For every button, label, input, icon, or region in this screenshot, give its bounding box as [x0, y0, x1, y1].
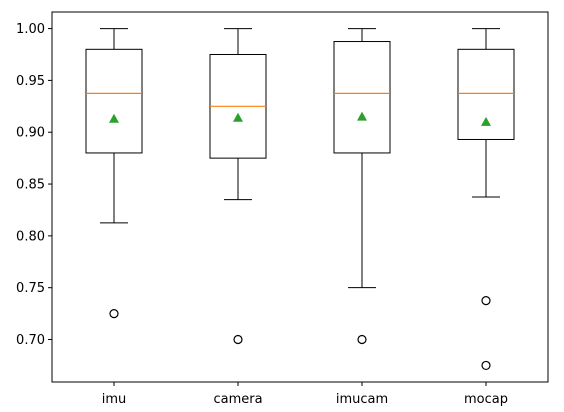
mean-marker [109, 113, 119, 123]
x-axis: imu camera imucam mocap [102, 382, 508, 407]
outlier-point [357, 334, 367, 345]
outlier-point [109, 308, 119, 319]
x-tick-label: imu [102, 392, 127, 407]
mean-marker [233, 112, 243, 122]
y-tick-label: 1.00 [16, 22, 45, 37]
mean-marker [481, 116, 491, 126]
box-iqr [333, 41, 391, 154]
plot-marks [85, 28, 515, 371]
box-group-imucam [333, 28, 391, 345]
y-tick-label: 0.95 [16, 74, 45, 89]
y-tick-label: 0.70 [16, 333, 45, 348]
box-group-mocap [457, 28, 515, 371]
axes-frame [51, 11, 549, 383]
outlier-point [481, 296, 491, 306]
box-group-imu [85, 28, 143, 319]
y-tick-label: 0.90 [16, 126, 45, 141]
x-tick-label: mocap [464, 392, 508, 407]
y-tick-label: 0.85 [16, 178, 45, 193]
box-group-camera [209, 28, 267, 345]
y-tick-label: 0.80 [16, 229, 45, 244]
outlier-point [481, 360, 491, 371]
y-tick-label: 0.75 [16, 281, 45, 296]
box-iqr [85, 48, 143, 154]
mean-marker [357, 111, 367, 121]
y-axis: 0.70 0.75 0.80 0.85 0.90 0.95 1.00 [16, 22, 52, 348]
box-iqr [457, 48, 515, 140]
x-tick-label: imucam [336, 392, 388, 407]
x-tick-label: camera [213, 392, 262, 407]
outlier-point [233, 334, 243, 345]
